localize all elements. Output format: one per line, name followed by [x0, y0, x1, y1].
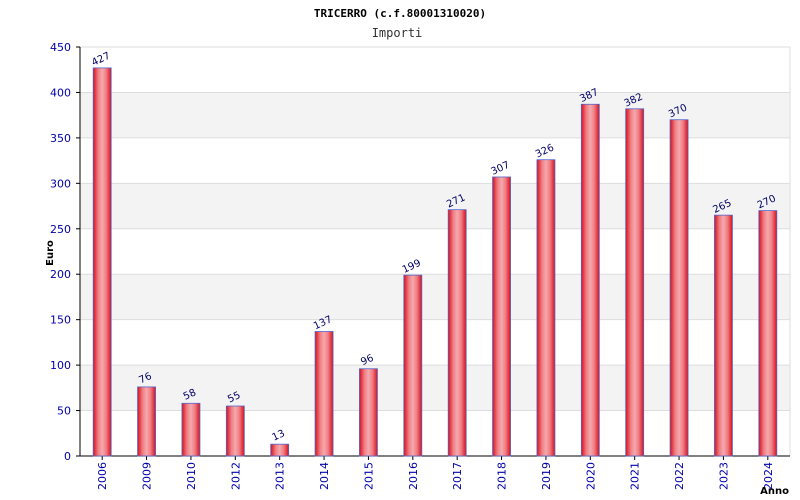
- data-label: 58: [182, 387, 198, 402]
- x-tick-label: 2016: [407, 462, 420, 490]
- chart-title: TRICERRO (c.f.80001310020): [314, 7, 486, 20]
- y-tick-label: 50: [57, 405, 71, 418]
- chart-subtitle: Importi: [372, 26, 423, 40]
- x-tick-label: 2022: [673, 462, 686, 490]
- bar: [580, 103, 600, 457]
- bar: [625, 108, 645, 457]
- x-axis-label: Anno: [760, 486, 789, 497]
- y-tick-label: 250: [50, 223, 71, 236]
- bar: [225, 405, 245, 457]
- bar: [758, 210, 778, 457]
- x-tick-label: 2023: [717, 462, 730, 490]
- bar: [359, 368, 378, 457]
- y-axis-label: Euro: [45, 240, 56, 266]
- x-tick-label: 2024: [762, 462, 775, 490]
- data-label: 76: [137, 371, 153, 386]
- bar: [270, 443, 290, 457]
- bar: [92, 67, 112, 457]
- x-tick-label: 2021: [629, 462, 642, 490]
- x-tick-label: 2020: [584, 462, 597, 490]
- bars: [92, 67, 778, 457]
- bar: [137, 386, 156, 457]
- x-tick-label: 2019: [540, 462, 553, 490]
- y-tick-label: 150: [50, 314, 71, 327]
- x-tick-label: 2017: [451, 462, 464, 490]
- y-tick-label: 200: [50, 268, 71, 281]
- x-tick-label: 2006: [96, 462, 109, 490]
- data-label: 55: [226, 390, 242, 405]
- x-tick-label: 2010: [185, 462, 198, 490]
- x-tick-label: 2013: [274, 462, 287, 490]
- data-label: 427: [90, 51, 112, 69]
- bar: [403, 274, 423, 457]
- x-tick-label: 2014: [318, 462, 331, 490]
- y-tick-label: 0: [64, 450, 71, 463]
- data-label: 13: [271, 428, 287, 443]
- bar: [447, 209, 467, 457]
- y-tick-label: 300: [50, 177, 71, 190]
- data-label: 96: [359, 353, 375, 368]
- y-tick-labels: 0 50 100 150 200 250 300 350 400 450: [50, 41, 71, 463]
- bar: [536, 159, 556, 457]
- y-tick-label: 350: [50, 132, 71, 145]
- bar: [314, 331, 334, 457]
- data-label: 307: [490, 160, 512, 178]
- bar: [492, 176, 511, 457]
- x-tick-label: 2018: [496, 462, 509, 490]
- y-tick-label: 450: [50, 41, 71, 54]
- x-tick-label: 2009: [141, 462, 154, 490]
- x-tick-label: 2012: [229, 462, 242, 490]
- x-tick-label: 2015: [362, 462, 375, 490]
- data-label: 326: [534, 142, 556, 160]
- x-tick-labels: 2006 2009 2010 2012 2013 2014 2015 2016 2017 2018…: [96, 462, 775, 490]
- y-tick-label: 400: [50, 86, 71, 99]
- data-label: 199: [401, 258, 423, 276]
- bar: [714, 214, 733, 457]
- y-tick-label: 100: [50, 359, 71, 372]
- bar: [181, 402, 201, 457]
- bar: [669, 119, 689, 457]
